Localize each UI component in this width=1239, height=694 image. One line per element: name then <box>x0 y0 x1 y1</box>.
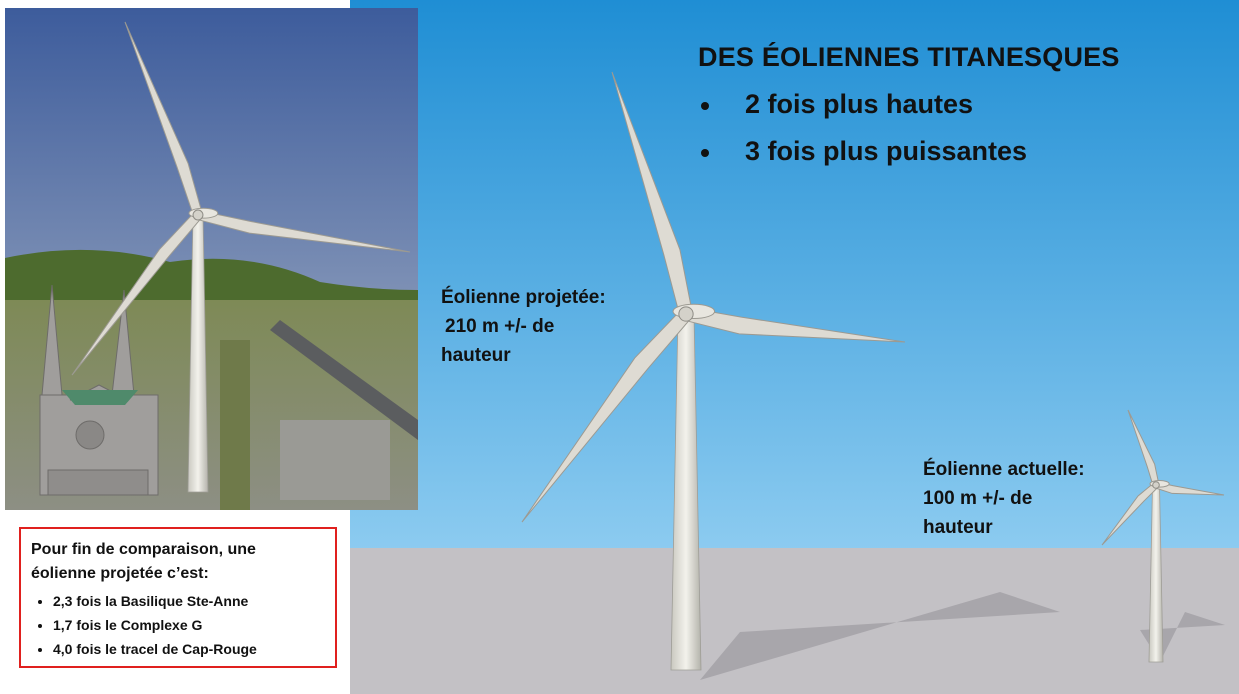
hub <box>1153 482 1160 489</box>
bullet: 3 fois plus puissantes <box>745 136 1027 167</box>
label-line: hauteur <box>923 513 1085 542</box>
projected-label: Éolienne projetée: 210 m +/- de hauteur <box>441 283 606 370</box>
comparison-heading: Pour fin de comparaison, une <box>31 538 325 562</box>
comparison-heading: éolienne projetée c’est: <box>31 562 325 586</box>
bullet: 2 fois plus hautes <box>745 89 973 120</box>
comparison-box: Pour fin de comparaison, une éolienne pr… <box>19 527 337 668</box>
label-line: Éolienne actuelle: <box>923 455 1085 484</box>
aerial-photo <box>5 8 418 510</box>
label-line: hauteur <box>441 341 606 370</box>
comparison-item: 1,7 fois le Complexe G <box>53 613 325 637</box>
comparison-item: 4,0 fois le tracel de Cap-Rouge <box>53 637 325 661</box>
sky <box>350 0 1239 550</box>
title: DES ÉOLIENNES TITANESQUES <box>698 42 1120 73</box>
hub <box>193 210 203 220</box>
hub <box>679 307 693 321</box>
label-line: 100 m +/- de <box>923 484 1085 513</box>
current-label: Éolienne actuelle: 100 m +/- de hauteur <box>923 455 1085 542</box>
label-line: Éolienne projetée: <box>441 283 606 312</box>
label-line: 210 m +/- de <box>441 312 606 341</box>
comparison-list: 2,3 fois la Basilique Ste-Anne 1,7 fois … <box>31 589 325 661</box>
ground <box>350 548 1239 694</box>
comparison-item: 2,3 fois la Basilique Ste-Anne <box>53 589 325 613</box>
slide: {"title": "DES ÉOLIENNES TITANESQUES", "… <box>0 0 1239 694</box>
